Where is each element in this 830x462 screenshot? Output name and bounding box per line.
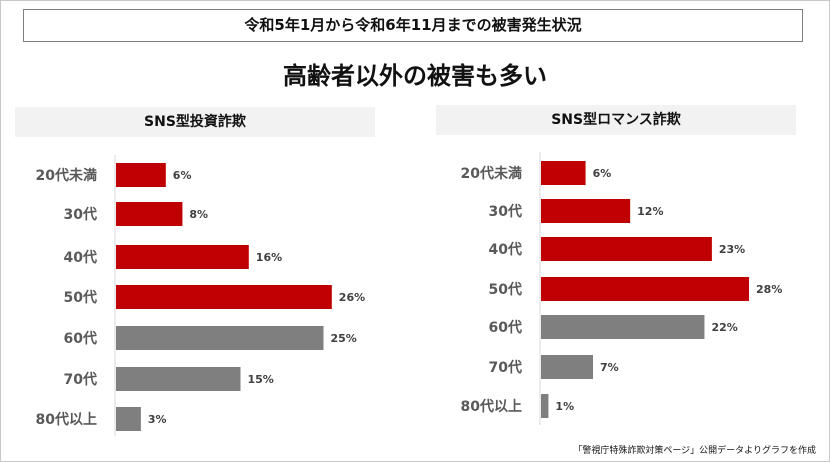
category-label: 40代 xyxy=(64,249,97,266)
data-label: 15% xyxy=(248,373,274,386)
category-label: 60代 xyxy=(489,319,522,336)
data-label: 6% xyxy=(173,169,192,182)
bar-investment-3 xyxy=(116,285,332,309)
bar-investment-4 xyxy=(116,326,324,350)
period-box: 令和5年1月から令和6年11月までの被害発生状況 xyxy=(23,9,803,42)
category-label: 80代以上 xyxy=(461,398,522,415)
bar-romance-2 xyxy=(541,237,712,261)
data-label: 25% xyxy=(331,332,357,345)
bar-romance-1 xyxy=(541,199,631,223)
bar-romance-6 xyxy=(541,394,549,418)
data-label: 16% xyxy=(256,251,282,264)
data-label: 26% xyxy=(339,291,365,304)
bar-investment-1 xyxy=(116,202,183,226)
category-label: 20代未満 xyxy=(36,167,97,184)
bar-investment-0 xyxy=(116,163,166,187)
category-label: 50代 xyxy=(489,281,522,298)
bar-investment-6 xyxy=(116,407,141,431)
data-label: 1% xyxy=(555,400,574,413)
category-label: 60代 xyxy=(64,330,97,347)
data-label: 12% xyxy=(637,205,663,218)
bar-investment-2 xyxy=(116,245,249,269)
category-label: 50代 xyxy=(64,289,97,306)
data-label: 6% xyxy=(593,167,612,180)
data-label: 22% xyxy=(711,321,737,334)
data-label: 8% xyxy=(189,208,208,221)
category-label: 20代未満 xyxy=(461,165,522,182)
category-label: 80代以上 xyxy=(36,411,97,428)
data-label: 3% xyxy=(148,413,167,426)
category-label: 70代 xyxy=(64,371,97,388)
data-label: 23% xyxy=(719,243,745,256)
bar-romance-5 xyxy=(541,355,594,379)
period-title: 令和5年1月から令和6年11月までの被害発生状況 xyxy=(244,16,582,34)
category-label: 40代 xyxy=(489,241,522,258)
bar-romance-3 xyxy=(541,277,750,301)
source-footnote: 「警視庁特殊詐欺対策ページ」公開データよりグラフを作成 xyxy=(573,446,816,456)
category-label: 30代 xyxy=(64,206,97,223)
data-label: 7% xyxy=(600,361,619,374)
category-label: 30代 xyxy=(489,203,522,220)
chart-title-romance: SNS型ロマンス詐欺 xyxy=(436,105,796,135)
bar-romance-4 xyxy=(541,315,705,339)
headline: 高齢者以外の被害も多い xyxy=(283,62,547,90)
bar-investment-5 xyxy=(116,367,241,391)
data-label: 28% xyxy=(756,283,782,296)
bar-romance-0 xyxy=(541,161,586,185)
chart-title-investment: SNS型投資詐欺 xyxy=(15,107,375,137)
category-label: 70代 xyxy=(489,359,522,376)
